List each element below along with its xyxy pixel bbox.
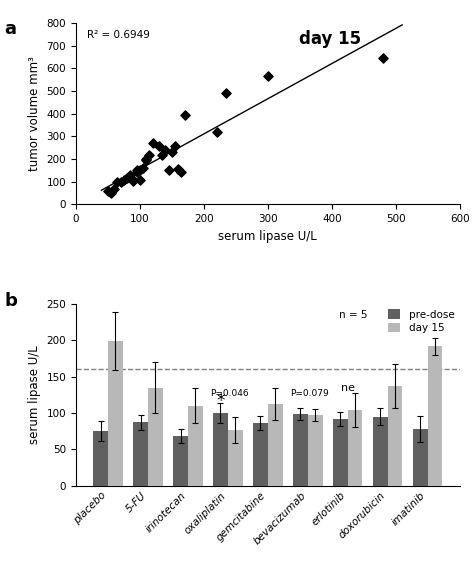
Point — [129, 175, 137, 184]
Text: ne: ne — [341, 383, 355, 392]
Bar — [413, 429, 428, 486]
Bar — [428, 346, 442, 486]
X-axis label: serum lipase U/L: serum lipase U/L — [219, 229, 317, 243]
Bar — [213, 413, 228, 486]
Point — [222, 89, 230, 98]
Point — [142, 155, 150, 165]
Point — [129, 176, 137, 186]
Point — [168, 148, 175, 157]
Bar — [373, 417, 388, 486]
Point — [264, 72, 272, 81]
Point — [155, 141, 163, 150]
Point — [165, 166, 173, 175]
Point — [120, 175, 128, 184]
Point — [162, 146, 169, 155]
Point — [110, 184, 118, 193]
Text: day 15: day 15 — [299, 31, 361, 49]
Y-axis label: tumor volume mm³: tumor volume mm³ — [28, 56, 41, 171]
Bar — [253, 423, 268, 486]
Point — [178, 167, 185, 176]
Point — [127, 171, 134, 180]
Bar — [308, 415, 322, 486]
Text: R² = 0.6949: R² = 0.6949 — [87, 31, 150, 40]
Bar — [228, 429, 243, 486]
Bar — [348, 410, 363, 486]
Text: a: a — [5, 20, 17, 38]
Legend: pre-dose, day 15: pre-dose, day 15 — [388, 309, 455, 333]
Y-axis label: serum lipase U/L: serum lipase U/L — [28, 346, 41, 444]
Point — [136, 175, 144, 184]
Text: P=0.079: P=0.079 — [291, 390, 329, 398]
Point — [158, 150, 166, 159]
Point — [104, 186, 112, 195]
Bar — [148, 388, 163, 486]
Point — [123, 174, 131, 183]
Bar — [268, 403, 283, 486]
Point — [142, 154, 150, 164]
Point — [117, 177, 124, 187]
Point — [133, 167, 140, 176]
Point — [149, 139, 156, 148]
Bar — [108, 341, 123, 486]
Point — [181, 110, 188, 120]
Point — [114, 177, 121, 187]
Bar — [173, 436, 188, 486]
Bar — [133, 423, 148, 486]
Text: *: * — [216, 392, 225, 410]
Point — [213, 127, 220, 136]
Text: b: b — [5, 292, 18, 310]
Text: P=0.046: P=0.046 — [210, 390, 249, 398]
Point — [133, 166, 140, 175]
Bar — [188, 406, 203, 486]
Point — [379, 54, 387, 63]
Text: n = 5: n = 5 — [339, 310, 367, 320]
Bar — [333, 419, 348, 486]
Point — [171, 141, 179, 150]
Point — [107, 188, 115, 198]
Bar — [388, 386, 402, 486]
Bar — [93, 431, 108, 486]
Bar — [293, 414, 308, 486]
Point — [136, 166, 144, 175]
Point — [139, 164, 147, 173]
Point — [174, 165, 182, 174]
Point — [146, 150, 153, 159]
